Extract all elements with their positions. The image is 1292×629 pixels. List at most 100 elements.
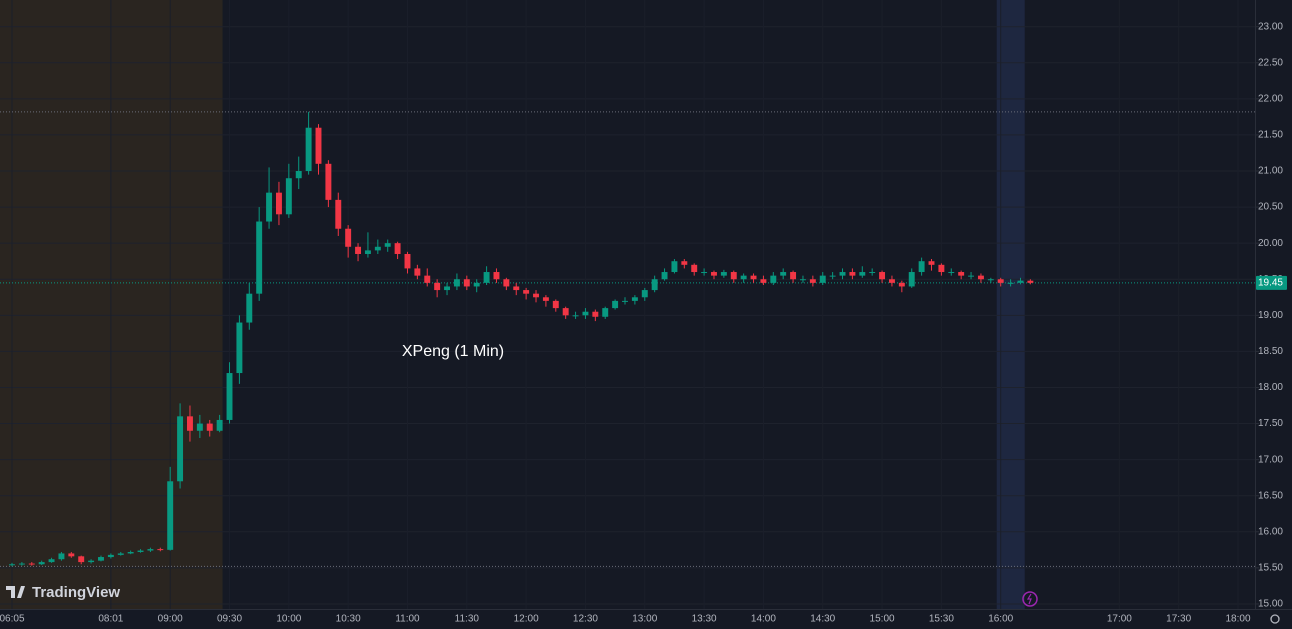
y-tick-label: 15.50 — [1258, 563, 1283, 574]
x-tick-label: 08:01 — [98, 614, 123, 625]
candle-body — [236, 322, 243, 374]
candle-body — [948, 272, 955, 274]
x-tick-label: 15:30 — [929, 614, 954, 625]
candle-body — [888, 279, 895, 283]
candle-body — [374, 246, 381, 251]
y-tick-label: 17.00 — [1258, 454, 1283, 465]
y-tick-label: 20.00 — [1258, 238, 1283, 249]
current-session-highlight — [996, 0, 1025, 609]
last-price-label: 19.45 — [1258, 277, 1283, 288]
candle-body — [790, 272, 797, 280]
candle-body — [720, 272, 727, 276]
x-tick-label: 12:00 — [514, 614, 539, 625]
candle-body — [206, 423, 213, 431]
x-tick-label: 14:00 — [751, 614, 776, 625]
x-tick-label: 10:30 — [336, 614, 361, 625]
candle-body — [691, 264, 698, 273]
candle-body — [533, 293, 539, 298]
candle-body — [740, 275, 747, 280]
candle-body — [9, 564, 15, 566]
candle-body — [48, 559, 55, 563]
candle-body — [453, 279, 460, 287]
candle-body — [977, 275, 984, 280]
candle-body — [68, 553, 75, 557]
candle-body — [997, 279, 1004, 283]
settings-icon[interactable] — [1270, 614, 1280, 624]
candle-body — [750, 275, 757, 280]
x-tick-label: 11:00 — [395, 614, 420, 625]
x-tick-label: 12:30 — [573, 614, 598, 625]
candle-body — [473, 282, 480, 287]
y-tick-label: 16.50 — [1258, 490, 1283, 501]
event-icon-bolt — [1026, 593, 1032, 605]
candle-body — [226, 373, 233, 420]
candle-body — [859, 272, 866, 276]
candle-body — [602, 308, 609, 317]
candle-body — [58, 553, 65, 560]
candle-body — [167, 481, 174, 550]
candle-body — [898, 282, 905, 287]
x-tick-label: 13:00 — [632, 614, 657, 625]
x-tick-label: 13:30 — [692, 614, 717, 625]
logo: TradingView — [6, 584, 120, 601]
candle-body — [829, 275, 836, 277]
candle-body — [780, 272, 787, 276]
candle-body — [879, 272, 886, 280]
candle-body — [523, 290, 530, 294]
candle-body — [147, 549, 154, 551]
candle-body — [355, 246, 362, 254]
candle-body — [187, 416, 193, 431]
y-tick-label: 16.00 — [1258, 526, 1283, 537]
candle-body — [305, 127, 312, 172]
candle-body — [572, 315, 579, 317]
candle-body — [88, 560, 95, 563]
candle-body — [958, 272, 965, 276]
candle-body — [908, 272, 915, 287]
candle-body — [681, 261, 688, 265]
candle-body — [503, 279, 510, 287]
x-tick-label: 10:00 — [276, 614, 301, 625]
candle-body — [770, 275, 777, 283]
candle-body — [345, 228, 352, 247]
event-icon[interactable] — [1022, 591, 1038, 607]
candle-body — [315, 127, 322, 164]
candle-body — [651, 279, 658, 291]
y-tick-label: 21.50 — [1258, 130, 1283, 141]
candle-body — [177, 416, 184, 482]
x-tick-label: 09:00 — [158, 614, 183, 625]
candle-body — [493, 272, 500, 280]
candle-body — [938, 264, 945, 273]
y-tick-label: 21.00 — [1258, 166, 1283, 177]
candle-body — [809, 279, 816, 283]
candle-body — [463, 279, 470, 287]
y-tick-label: 22.00 — [1258, 93, 1283, 104]
y-tick-label: 20.50 — [1258, 202, 1283, 213]
candle-body — [760, 279, 767, 283]
candle-body — [1017, 280, 1024, 283]
candle-body — [18, 563, 25, 565]
candle-body — [542, 297, 549, 301]
candle-body — [631, 297, 638, 301]
candle-body — [434, 282, 441, 291]
candle-body — [266, 192, 273, 222]
candle-body — [196, 423, 203, 431]
candle-body — [78, 556, 85, 563]
annotation: XPeng (1 Min) — [402, 343, 504, 360]
x-tick-label: 11:30 — [455, 614, 480, 625]
candle-body — [127, 551, 134, 554]
candle-body — [364, 250, 371, 254]
candle-body — [98, 557, 104, 561]
watermark: TradingView — [32, 584, 120, 601]
candle-body — [414, 268, 421, 276]
candle-body — [562, 308, 569, 316]
candle-body — [819, 275, 826, 283]
candle-body — [671, 261, 678, 273]
candle-body — [394, 243, 401, 254]
candle-body — [335, 199, 342, 229]
candle-body — [552, 300, 559, 309]
candle-body — [444, 286, 450, 291]
x-tick-label: 17:00 — [1107, 614, 1132, 625]
candle-body — [424, 275, 431, 283]
candle-body — [987, 279, 994, 281]
